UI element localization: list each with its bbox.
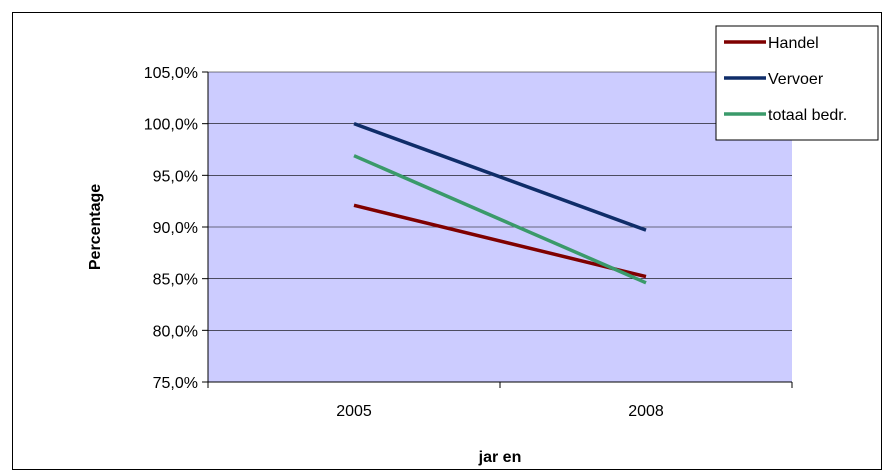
series-line-handel (353, 203, 647, 279)
legend-box (715, 25, 879, 141)
y-tick-label: 105,0% (144, 65, 198, 82)
series-line-vervoer (353, 122, 647, 232)
series-line-totaal-bedr (353, 154, 647, 285)
legend: Handel Vervoer totaal bedr. (715, 25, 879, 141)
y-tick-label: 100,0% (144, 117, 198, 134)
legend-label: totaal bedr. (768, 107, 847, 124)
axes (202, 71, 793, 388)
y-tick-label: 90,0% (153, 220, 198, 237)
series-lines (353, 122, 647, 285)
x-axis-title: jar en (478, 449, 522, 466)
y-axis-title: Percentage (87, 184, 104, 270)
legend-label: Handel (768, 35, 819, 52)
x-tick-label: 2008 (628, 403, 664, 420)
legend-label: Vervoer (768, 71, 824, 88)
x-tick-label: 2005 (336, 403, 372, 420)
y-tick-label: 75,0% (153, 375, 198, 392)
y-tick-label: 95,0% (153, 168, 198, 185)
y-tick-labels: 105,0% 100,0% 95,0% 90,0% 85,0% 80,0% 75,0% (144, 65, 198, 392)
y-tick-label: 85,0% (153, 272, 198, 289)
y-tick-label: 80,0% (153, 323, 198, 340)
x-tick-labels: 2005 2008 (336, 403, 664, 420)
